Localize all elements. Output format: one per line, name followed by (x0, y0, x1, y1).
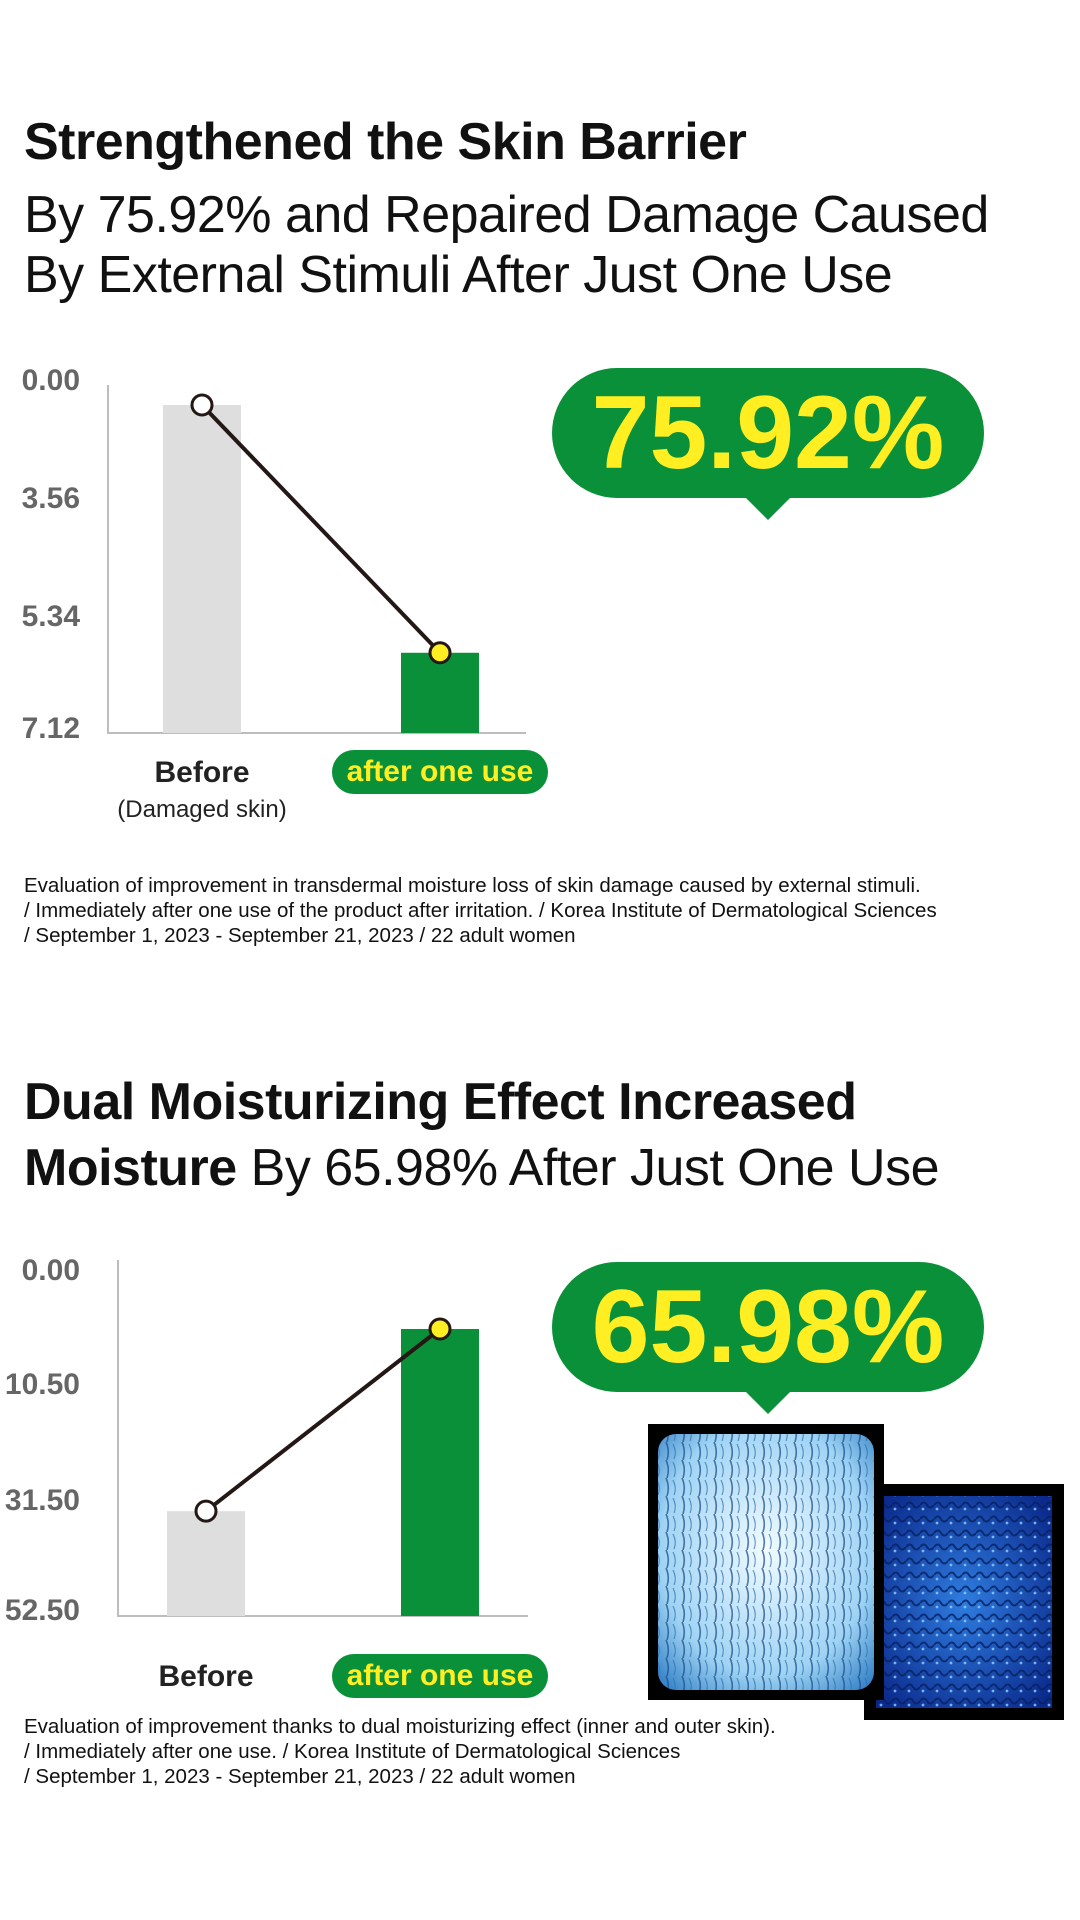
highlight-value-2: 65.98% (591, 1269, 945, 1385)
bar-before (163, 405, 241, 733)
trend-line (204, 1327, 442, 1513)
category-label-after: after one use (332, 1654, 548, 1698)
y-tick-label: 7.12 (21, 712, 80, 745)
chart-moisture: 0.00 10.50 31.50 52.50 Before after one use (0, 1250, 560, 1698)
section2-footnote-line: Evaluation of improvement thanks to dual… (24, 1715, 776, 1738)
bubble-tail-2 (746, 1392, 790, 1414)
section2-title-light: By 65.98% After Just One Use (236, 1139, 940, 1197)
section1-footnote: Evaluation of improvement in transdermal… (24, 873, 937, 948)
y-tick-label: 10.50 (4, 1368, 80, 1401)
category-sublabel-before: (Damaged skin) (117, 796, 287, 823)
chart-skin-barrier: 0.00 3.56 5.34 7.12 Before (Damaged skin) afte… (0, 360, 560, 840)
y-tick-label: 5.34 (21, 600, 80, 633)
section1-title-line2: By 75.92% and Repaired Damage Caused (24, 186, 989, 244)
section1-footnote-line: Evaluation of improvement in transdermal… (24, 874, 921, 897)
section2-footnote-line: / Immediately after one use. / Korea Ins… (24, 1740, 681, 1763)
chart-axis (107, 385, 526, 734)
section1-title-line3: By External Stimuli After Just One Use (24, 246, 893, 304)
chart-axis (117, 1260, 528, 1617)
section1-footnote-line: / September 1, 2023 - September 21, 2023… (24, 924, 576, 947)
category-label-before: Before (158, 1660, 254, 1693)
bar-before (167, 1511, 245, 1616)
bar-after (401, 1329, 479, 1616)
chart-plot (107, 385, 526, 734)
section2-footnote-line: / September 1, 2023 - September 21, 2023… (24, 1765, 576, 1788)
skin-image-after-small (864, 1484, 1064, 1720)
section2-title-bold: Dual Moisturizing Effect Increased (24, 1073, 857, 1131)
section2-footnote: Evaluation of improvement thanks to dual… (24, 1714, 776, 1789)
category-label-after: after one use (332, 750, 548, 794)
point-after (428, 641, 452, 665)
chart-plot (117, 1260, 528, 1617)
category-label-before: Before (154, 756, 250, 789)
bar-after (401, 652, 479, 733)
section2-title-line2: Moisture By 65.98% After Just One Use (24, 1138, 940, 1198)
highlight-bubble-1: 75.92% (552, 368, 984, 520)
section1-title-bold: Strengthened the Skin Barrier (24, 113, 747, 171)
skin-image-before-large (648, 1424, 884, 1700)
highlight-bubble-2: 65.98% (552, 1262, 984, 1414)
y-tick-label: 3.56 (21, 482, 80, 515)
section1-footnote-line: / Immediately after one use of the produ… (24, 899, 937, 922)
bubble-tail-1 (746, 498, 790, 520)
y-tick-label: 52.50 (4, 1594, 80, 1627)
y-tick-label: 0.00 (21, 1254, 80, 1287)
highlight-value-1: 75.92% (591, 375, 945, 491)
point-before (194, 1499, 218, 1523)
point-after (428, 1317, 452, 1341)
point-before (190, 393, 214, 417)
section2-title-bold-2: Moisture (24, 1139, 237, 1197)
trend-line (200, 403, 442, 655)
y-tick-label: 0.00 (21, 364, 80, 397)
y-tick-label: 31.50 (4, 1484, 80, 1517)
